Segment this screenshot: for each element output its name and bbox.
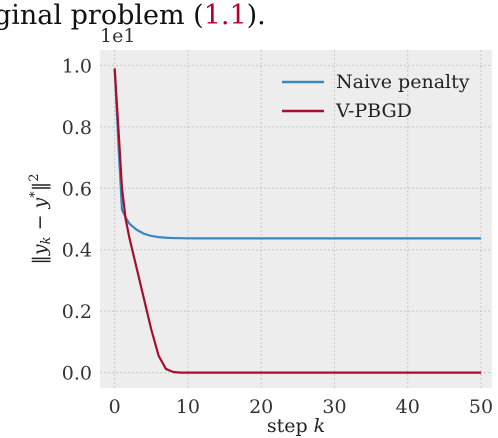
y-tick-label: 0.2 <box>62 301 92 323</box>
x-tick-label: 40 <box>396 396 420 418</box>
x-axis-label: step k <box>267 415 325 437</box>
y-tick-label: 0.0 <box>62 363 92 385</box>
y-tick-label: 0.4 <box>62 240 92 262</box>
legend: Naive penalty V-PBGD <box>282 71 470 122</box>
legend-label: Naive penalty <box>336 71 470 93</box>
y-axis-label: ‖yk − y*‖2 <box>27 173 54 264</box>
x-ticks: 0 10 20 30 40 50 <box>109 396 493 418</box>
x-tick-label: 30 <box>322 396 346 418</box>
svg-text:‖yk − y*‖2: ‖yk − y*‖2 <box>27 173 54 264</box>
y-multiplier-label: 1e1 <box>100 25 135 47</box>
x-tick-label: 0 <box>109 396 121 418</box>
header-fragment: ginal problem (1.1). <box>0 0 266 31</box>
y-tick-label: 1.0 <box>62 55 92 77</box>
y-tick-label: 0.8 <box>62 117 92 139</box>
header-fragment-after: ). <box>247 0 266 31</box>
grid <box>100 50 492 388</box>
legend-label: V-PBGD <box>335 100 412 122</box>
header-fragment-ref: 1.1 <box>204 0 247 31</box>
series-line <box>113 68 482 374</box>
x-tick-label: 20 <box>249 396 273 418</box>
y-ticks: 0.0 0.2 0.4 0.6 0.8 1.0 <box>62 55 92 384</box>
x-tick-label: 50 <box>469 396 493 418</box>
plot-area <box>100 50 492 388</box>
y-tick-label: 0.6 <box>62 178 92 200</box>
header-fragment-before: ginal problem ( <box>0 0 204 31</box>
x-tick-label: 10 <box>176 396 200 418</box>
series-layer <box>113 68 482 374</box>
